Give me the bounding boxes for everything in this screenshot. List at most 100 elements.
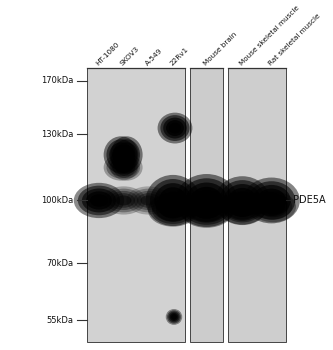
Ellipse shape [116,159,138,176]
Ellipse shape [243,177,300,223]
Ellipse shape [183,194,230,225]
Ellipse shape [118,145,135,164]
Ellipse shape [156,198,190,221]
Text: PDE5A: PDE5A [293,195,325,205]
Ellipse shape [254,194,292,220]
Ellipse shape [111,154,143,181]
Ellipse shape [265,201,281,212]
Ellipse shape [179,191,234,228]
Ellipse shape [107,156,136,179]
Ellipse shape [112,145,130,164]
Ellipse shape [160,201,186,219]
Ellipse shape [113,156,140,179]
Ellipse shape [107,139,136,170]
Ellipse shape [252,185,291,216]
Ellipse shape [121,163,132,172]
Ellipse shape [148,193,198,227]
Ellipse shape [222,194,262,222]
Text: Mouse brain: Mouse brain [202,31,238,66]
Ellipse shape [163,191,183,210]
Text: 70kDa: 70kDa [46,259,74,268]
Text: 130kDa: 130kDa [41,130,74,139]
Ellipse shape [197,203,216,216]
Ellipse shape [146,175,200,226]
Ellipse shape [230,199,255,217]
Ellipse shape [163,118,187,139]
Ellipse shape [257,189,286,212]
Ellipse shape [115,163,127,172]
Ellipse shape [215,176,270,225]
Ellipse shape [112,161,130,174]
Ellipse shape [102,186,146,215]
Ellipse shape [170,313,178,321]
Ellipse shape [166,120,184,136]
Ellipse shape [159,187,187,214]
Ellipse shape [105,189,142,212]
Ellipse shape [112,193,135,208]
Ellipse shape [121,148,132,161]
Ellipse shape [258,196,289,217]
Ellipse shape [234,202,251,214]
Ellipse shape [169,122,181,134]
Bar [87,68,185,342]
Ellipse shape [86,191,112,210]
Ellipse shape [116,142,138,167]
Ellipse shape [190,187,223,214]
Ellipse shape [250,191,296,222]
Ellipse shape [180,178,233,223]
Ellipse shape [109,142,133,167]
Ellipse shape [109,159,133,176]
Ellipse shape [192,200,221,219]
Text: Rat skeletal muscle: Rat skeletal muscle [267,13,321,66]
Ellipse shape [175,174,238,227]
Ellipse shape [118,161,135,174]
Ellipse shape [195,191,218,210]
Ellipse shape [109,191,139,210]
Ellipse shape [82,189,116,212]
Bar [190,68,223,342]
Ellipse shape [188,197,225,222]
Text: 55kDa: 55kDa [47,316,74,324]
Ellipse shape [104,136,139,173]
Bar [228,68,286,342]
Text: 100kDa: 100kDa [41,196,74,205]
Ellipse shape [126,186,170,215]
Text: SKOV3: SKOV3 [120,46,141,66]
Ellipse shape [228,188,257,213]
Ellipse shape [111,136,143,173]
Ellipse shape [158,113,192,144]
Ellipse shape [130,189,167,212]
Text: HT-1080: HT-1080 [95,41,121,66]
Ellipse shape [261,199,285,215]
Ellipse shape [226,197,258,220]
Text: A-549: A-549 [144,47,164,66]
Ellipse shape [152,196,194,224]
Ellipse shape [232,192,252,209]
Ellipse shape [219,180,265,221]
Ellipse shape [171,314,177,320]
Ellipse shape [261,192,282,209]
Ellipse shape [141,195,156,205]
Ellipse shape [74,183,124,218]
Text: Mouse skeletal muscle: Mouse skeletal muscle [238,5,300,66]
Ellipse shape [167,310,181,324]
Ellipse shape [248,181,295,220]
Ellipse shape [155,183,191,218]
Ellipse shape [218,191,266,225]
Ellipse shape [104,154,139,181]
Ellipse shape [116,195,132,205]
Ellipse shape [166,309,182,325]
Ellipse shape [115,148,127,161]
Ellipse shape [113,139,140,170]
Text: 22Rv1: 22Rv1 [169,46,189,66]
Ellipse shape [224,184,261,217]
Ellipse shape [161,115,189,141]
Ellipse shape [150,179,196,222]
Ellipse shape [78,186,120,215]
Text: 170kDa: 170kDa [41,76,74,85]
Ellipse shape [134,191,163,210]
Ellipse shape [164,204,182,216]
Ellipse shape [168,312,179,322]
Ellipse shape [185,182,228,218]
Ellipse shape [137,193,160,208]
